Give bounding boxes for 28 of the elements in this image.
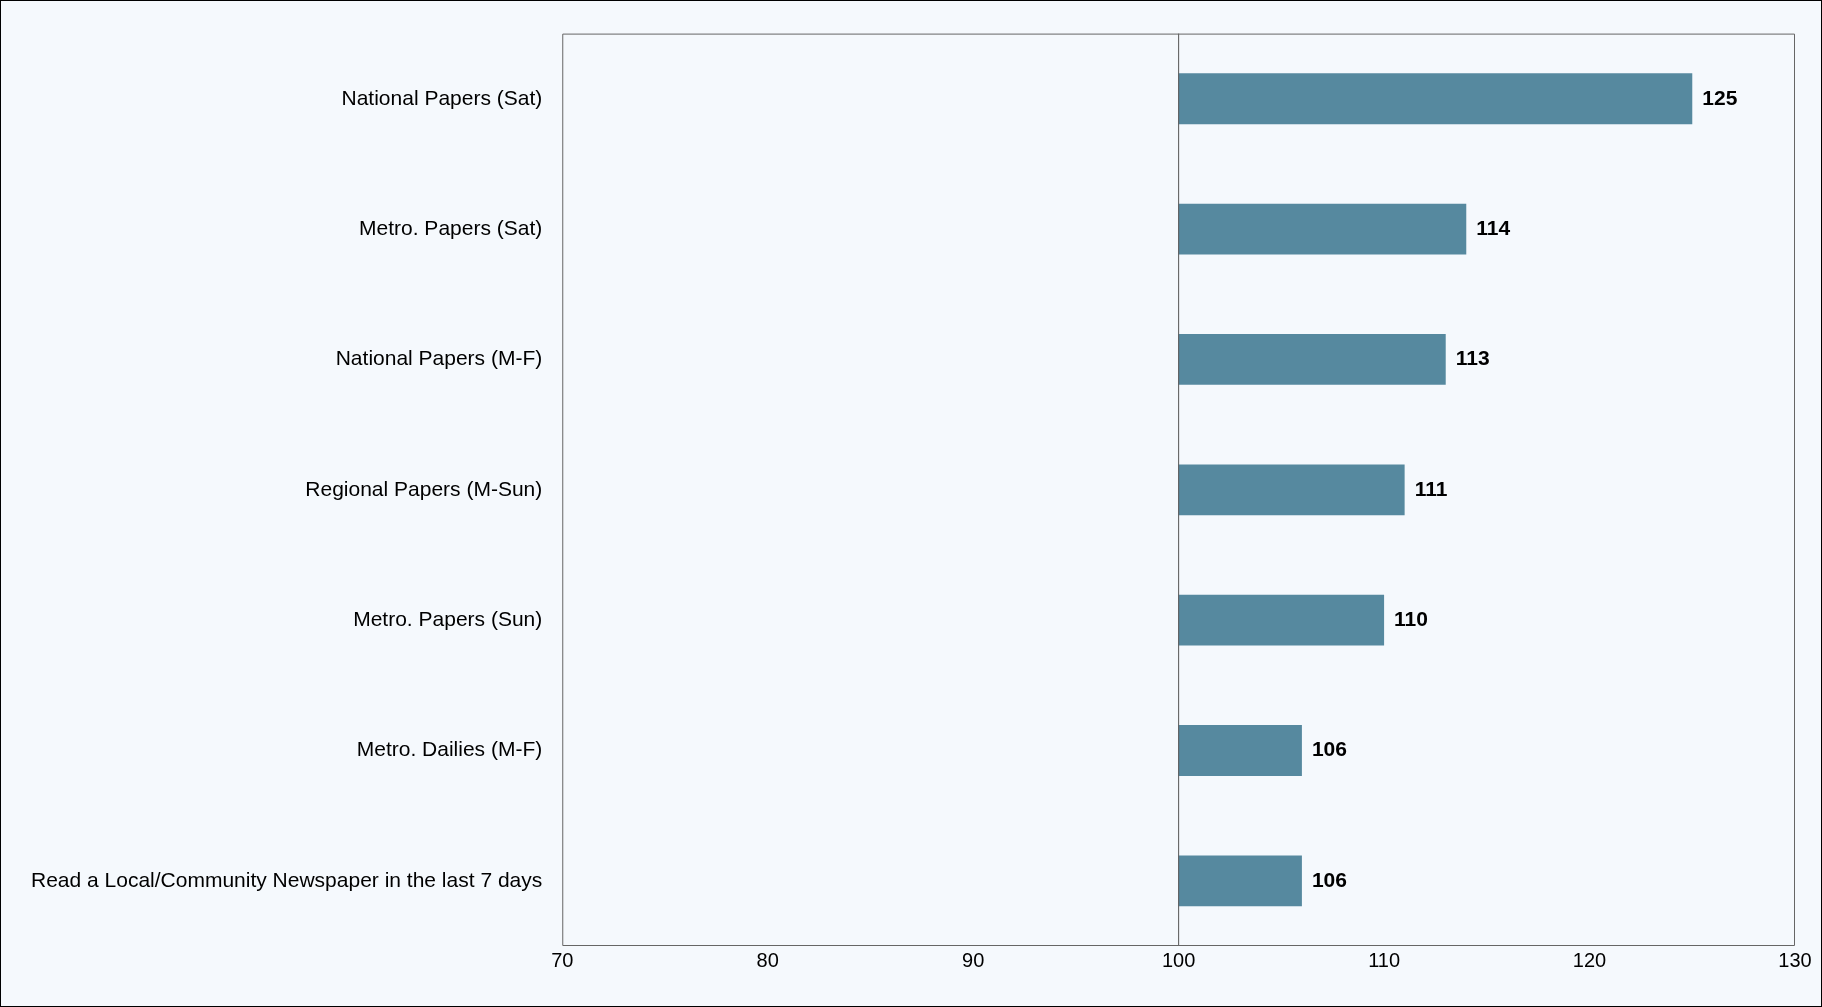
y-tick-label: National Papers (Sat)	[341, 85, 543, 109]
data-label: 110	[1394, 606, 1428, 630]
data-label: 106	[1311, 867, 1347, 891]
x-tick-label: 80	[756, 948, 779, 971]
bar	[1178, 464, 1405, 516]
y-tick-label: Read a Local/Community Newspaper in the last 7 days	[30, 867, 543, 891]
data-label: 114	[1476, 215, 1511, 239]
bar	[1178, 203, 1467, 255]
bar	[1178, 594, 1385, 646]
data-label: 106	[1311, 737, 1347, 761]
bar	[1178, 725, 1302, 776]
y-tick-label: Metro. Papers (Sun)	[353, 606, 543, 630]
data-label: 111	[1414, 476, 1448, 500]
x-tick-label: 70	[551, 948, 574, 971]
x-tick-label: 90	[962, 948, 985, 971]
y-tick-label: Regional Papers (M-Sun)	[305, 476, 543, 500]
data-label: 113	[1455, 346, 1490, 370]
data-label: 125	[1702, 85, 1738, 109]
x-tick-label: 100	[1161, 948, 1196, 971]
y-tick-label: National Papers (M-F)	[335, 346, 543, 370]
bar	[1178, 855, 1302, 907]
y-tick-label: Metro. Dailies (M-F)	[356, 737, 543, 761]
y-tick-label: Metro. Papers (Sat)	[359, 215, 543, 239]
bar	[1178, 334, 1446, 385]
x-tick-label: 110	[1368, 948, 1401, 971]
bar	[1178, 73, 1693, 125]
x-tick-label: 130	[1778, 948, 1812, 971]
x-tick-label: 120	[1572, 948, 1607, 971]
